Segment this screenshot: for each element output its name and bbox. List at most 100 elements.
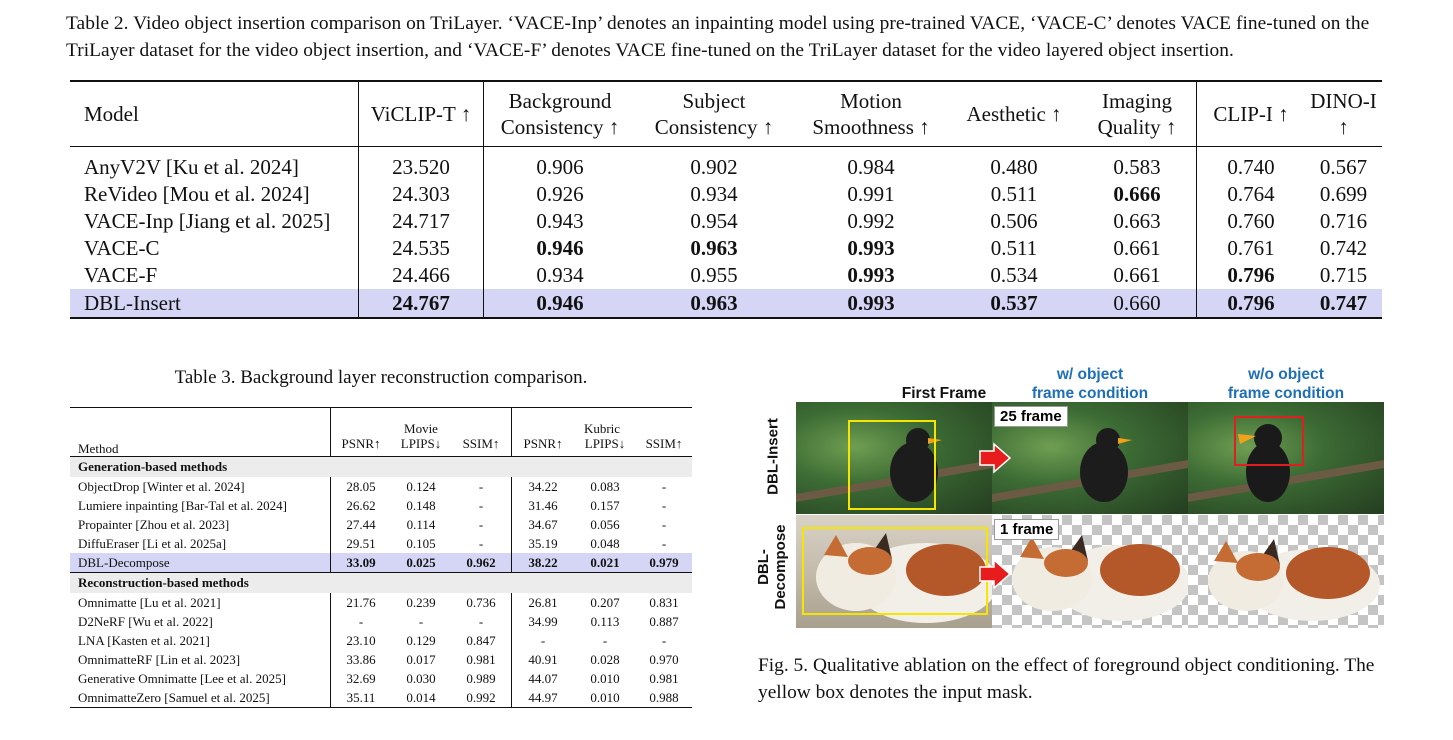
cell-bg: 0.946 — [484, 289, 637, 318]
cell-bg: 0.934 — [484, 262, 637, 289]
table-row: Propainter [Zhou et al. 2023] 27.44 0.11… — [70, 515, 692, 534]
section-reconstruction: Reconstruction-based methods — [70, 573, 692, 594]
table3: Method Movie Kubric PSNR↑ LPIPS↓ SSIM↑ P… — [70, 407, 692, 708]
table3-header-row-1: Method Movie Kubric — [70, 408, 692, 437]
cell-model: VACE-F — [70, 262, 359, 289]
figure5-caption: Fig. 5. Qualitative ablation on the effe… — [758, 652, 1408, 706]
header-motion-smoothness: Motion Smoothness ↑ — [792, 81, 950, 147]
cell-viclip-t: 24.535 — [359, 235, 484, 262]
row-label-dbl-decompose: DBL- Decompose — [755, 509, 789, 625]
image-bird-with-condition: 25 frame — [992, 402, 1188, 514]
table-row: VACE-C 24.535 0.946 0.963 0.993 0.511 0.… — [70, 235, 1382, 262]
cell-motion: 0.993 — [792, 235, 950, 262]
table3-caption: Table 3. Background layer reconstruction… — [70, 366, 692, 390]
table-row-highlighted: DBL-Insert 24.767 0.946 0.963 0.993 0.53… — [70, 289, 1382, 318]
image-cat-without-condition — [1188, 515, 1384, 628]
artifact-box — [1234, 416, 1304, 466]
header-movie: Movie — [331, 408, 512, 437]
header-clip-i: CLIP-I ↑ — [1197, 81, 1306, 147]
cell-model: ReVideo [Mou et al. 2024] — [70, 180, 359, 207]
header-imaging-quality: Imaging Quality ↑ — [1078, 81, 1197, 147]
section-generation: Generation-based methods — [70, 457, 692, 478]
table-row: Omnimatte [Lu et al. 2021] 21.76 0.239 0… — [70, 593, 692, 612]
cell-subj: 0.955 — [636, 262, 792, 289]
cell-motion: 0.993 — [792, 289, 950, 318]
arrow-right-icon — [978, 442, 1012, 474]
cell-clip-i: 0.796 — [1197, 262, 1306, 289]
col-label-without-condition: w/o object frame condition — [1188, 365, 1384, 403]
table-row: D2NeRF [Wu et al. 2022] - - - 34.99 0.11… — [70, 612, 692, 631]
header-movie-lpips: LPIPS↓ — [391, 436, 451, 457]
header-kubric-lpips: LPIPS↓ — [574, 436, 636, 457]
table2-header-row: Model ViCLIP-T ↑ Background Consistency ↑… — [70, 81, 1382, 147]
cell-subj: 0.902 — [636, 147, 792, 181]
cell-viclip-t: 24.717 — [359, 207, 484, 234]
cell-clip-i: 0.764 — [1197, 180, 1306, 207]
cell-aesthetic: 0.480 — [950, 147, 1078, 181]
cell-clip-i: 0.760 — [1197, 207, 1306, 234]
header-subject-consistency: Subject Consistency ↑ — [636, 81, 792, 147]
cell-viclip-t: 24.466 — [359, 262, 484, 289]
cell-aesthetic: 0.506 — [950, 207, 1078, 234]
input-mask-box — [802, 527, 988, 615]
cell-viclip-t: 24.303 — [359, 180, 484, 207]
col-label-with-condition: w/ object frame condition — [992, 365, 1188, 403]
table-row: ObjectDrop [Winter et al. 2024] 28.05 0.… — [70, 477, 692, 496]
cell-subj: 0.954 — [636, 207, 792, 234]
header-model: Model — [70, 81, 359, 147]
figure5: First Frame w/ object frame condition w/o… — [752, 360, 1402, 635]
image-cat-with-condition: 1 frame — [992, 515, 1188, 628]
cell-dino-i: 0.567 — [1305, 147, 1382, 181]
cell-bg: 0.906 — [484, 147, 637, 181]
table-row: Generative Omnimatte [Lee et al. 2025] 3… — [70, 669, 692, 688]
header-movie-psnr: PSNR↑ — [331, 436, 392, 457]
table-row: DiffuEraser [Li et al. 2025a] 29.51 0.10… — [70, 534, 692, 553]
header-aesthetic: Aesthetic ↑ — [950, 81, 1078, 147]
table-row: OmnimatteZero [Samuel et al. 2025] 35.11… — [70, 688, 692, 708]
cell-aesthetic: 0.511 — [950, 180, 1078, 207]
cell-motion: 0.991 — [792, 180, 950, 207]
header-kubric: Kubric — [512, 408, 693, 437]
header-kubric-ssim: SSIM↑ — [636, 436, 692, 457]
table-row: OmnimatteRF [Lin et al. 2023] 33.86 0.01… — [70, 650, 692, 669]
cell-aesthetic: 0.534 — [950, 262, 1078, 289]
table-row: LNA [Kasten et al. 2021] 23.10 0.129 0.8… — [70, 631, 692, 650]
header-dino-i: DINO-I ↑ — [1305, 81, 1382, 147]
cell-clip-i: 0.761 — [1197, 235, 1306, 262]
image-bird-first-frame — [796, 402, 992, 514]
header-kubric-psnr: PSNR↑ — [512, 436, 575, 457]
cell-model: VACE-C — [70, 235, 359, 262]
cell-bg: 0.926 — [484, 180, 637, 207]
table-row: AnyV2V [Ku et al. 2024] 23.520 0.906 0.9… — [70, 147, 1382, 181]
cell-motion: 0.984 — [792, 147, 950, 181]
cell-imaging: 0.661 — [1078, 262, 1197, 289]
cell-dino-i: 0.747 — [1305, 289, 1382, 318]
table2: Model ViCLIP-T ↑ Background Consistency ↑… — [70, 80, 1382, 319]
frame-count-badge: 1 frame — [994, 519, 1059, 540]
header-movie-ssim: SSIM↑ — [451, 436, 512, 457]
cell-bg: 0.943 — [484, 207, 637, 234]
cat-icon — [1188, 515, 1384, 628]
cell-motion: 0.992 — [792, 207, 950, 234]
header-method: Method — [70, 408, 331, 457]
table-row: VACE-F 24.466 0.934 0.955 0.993 0.534 0.… — [70, 262, 1382, 289]
image-cat-first-frame — [796, 515, 992, 628]
cell-aesthetic: 0.537 — [950, 289, 1078, 318]
cell-aesthetic: 0.511 — [950, 235, 1078, 262]
table-row-highlighted: DBL-Decompose 33.09 0.025 0.962 38.22 0.… — [70, 553, 692, 573]
cell-subj: 0.963 — [636, 235, 792, 262]
row-label-dbl-insert: DBL-Insert — [765, 414, 782, 500]
table-row: VACE-Inp [Jiang et al. 2025] 24.717 0.94… — [70, 207, 1382, 234]
cell-dino-i: 0.715 — [1305, 262, 1382, 289]
cell-clip-i: 0.796 — [1197, 289, 1306, 318]
cell-bg: 0.946 — [484, 235, 637, 262]
frame-count-badge: 25 frame — [994, 406, 1068, 427]
table2-caption: Table 2. Video object insertion comparis… — [66, 10, 1396, 64]
cell-subj: 0.934 — [636, 180, 792, 207]
header-bg-consistency: Background Consistency ↑ — [484, 81, 637, 147]
image-bird-without-condition — [1188, 402, 1384, 514]
cell-imaging: 0.661 — [1078, 235, 1197, 262]
arrow-right-icon — [978, 558, 1012, 590]
cell-dino-i: 0.742 — [1305, 235, 1382, 262]
table-row: Lumiere inpainting [Bar-Tal et al. 2024]… — [70, 496, 692, 515]
